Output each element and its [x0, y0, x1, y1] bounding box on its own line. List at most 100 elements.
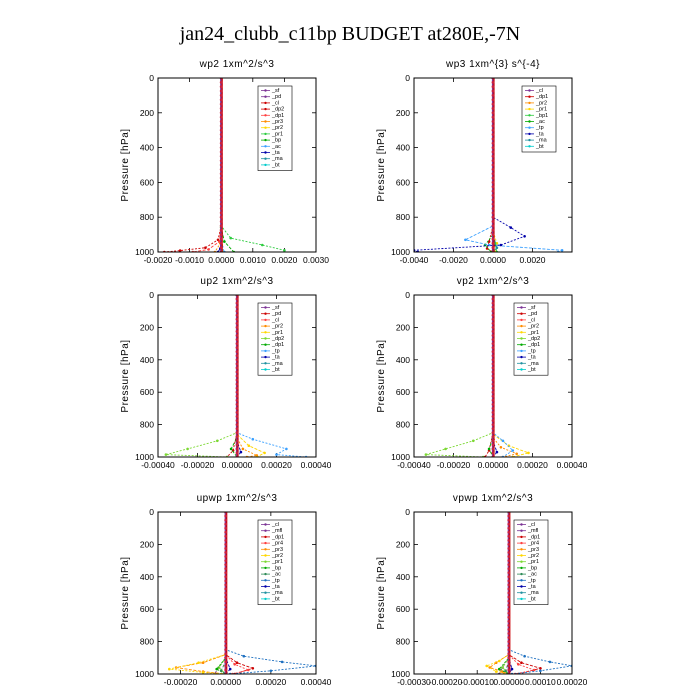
profile-marker [235, 354, 239, 358]
legend-marker [520, 585, 523, 588]
legend-label: _bt [527, 367, 536, 373]
profile-marker [491, 124, 495, 128]
legend-marker [264, 163, 267, 167]
series-line_tp [492, 295, 514, 457]
panel-title: up2 1xm^2/s^3 [200, 276, 273, 287]
profile-marker [224, 555, 228, 558]
profile-marker [219, 233, 223, 237]
profile-marker [491, 176, 495, 180]
data-point [216, 439, 219, 443]
profile-marker [491, 128, 495, 132]
legend-label: _tp [527, 578, 536, 584]
profile-marker [491, 378, 495, 382]
data-point [498, 659, 501, 663]
profile-marker [219, 237, 223, 241]
legend-marker [264, 548, 267, 551]
legend-marker [520, 579, 523, 582]
profile-marker [235, 435, 239, 439]
y-tick-label: 600 [396, 387, 410, 397]
y-tick-label: 200 [396, 322, 410, 332]
legend-marker [264, 120, 267, 123]
y-axis-label: Pressure [hPa] [120, 128, 131, 201]
profile-marker [224, 567, 228, 571]
profile-marker [491, 354, 495, 358]
profile-marker [491, 241, 495, 245]
profile-marker [224, 534, 228, 538]
data-point [228, 667, 232, 671]
data-point [511, 449, 515, 452]
data-point [263, 451, 266, 455]
profile-marker [235, 370, 239, 374]
data-point [239, 450, 243, 454]
y-tick-label: 800 [140, 212, 154, 222]
profile-marker [507, 526, 511, 530]
profile-marker [224, 526, 228, 530]
plot-frame [413, 511, 573, 675]
profile-marker [507, 579, 511, 583]
data-point [201, 671, 205, 674]
plot-frame [157, 77, 317, 253]
legend-label: _ma [535, 138, 548, 144]
legend-marker [264, 306, 267, 309]
data-point [280, 660, 284, 664]
legend-label: _pd [527, 311, 537, 317]
legend-marker [520, 566, 523, 570]
x-tick-label: -0.00020 [429, 677, 463, 687]
profile-marker [491, 115, 495, 119]
series-group [164, 295, 308, 457]
legend-marker [520, 541, 523, 545]
legend-marker [520, 560, 523, 563]
profile-marker [491, 423, 495, 426]
legend-marker [528, 95, 531, 98]
profile-marker [491, 111, 495, 115]
y-tick-label: 600 [140, 387, 154, 397]
profile-marker [224, 571, 228, 575]
legend-marker [528, 120, 531, 123]
profile-marker [235, 374, 239, 378]
profile-marker [235, 386, 239, 390]
profile-marker [235, 431, 239, 435]
x-tick-label: 0.0020 [520, 255, 546, 265]
series-line_pr2 [485, 512, 510, 674]
profile-marker [491, 394, 495, 398]
profile-marker [507, 530, 511, 534]
profile-marker [507, 628, 511, 631]
profile-marker [491, 309, 495, 313]
legend-label: _pr1 [271, 559, 283, 565]
legend-marker [520, 529, 523, 532]
data-point [223, 240, 226, 243]
profile-marker [507, 656, 511, 660]
legend-label: _ma [527, 590, 540, 596]
plot-frame [413, 294, 573, 458]
profile-marker [491, 358, 495, 362]
profile-marker [224, 632, 228, 635]
panel-title: wp2 1xm^2/s^3 [199, 59, 275, 70]
profile-marker [491, 228, 495, 232]
legend-label: _bt [535, 144, 544, 150]
y-tick-label: 800 [396, 637, 410, 647]
profile-marker [219, 185, 223, 189]
profile-marker [219, 80, 223, 84]
series-group [168, 512, 316, 674]
legend-label: _tp [271, 578, 280, 584]
series-line_tp [236, 295, 307, 457]
profile-marker [491, 370, 495, 374]
data-point [216, 238, 220, 242]
legend-label: _cl [271, 100, 279, 106]
profile-marker [235, 382, 239, 386]
profile-marker [507, 648, 511, 652]
data-point [523, 235, 526, 238]
profile-marker [491, 411, 495, 414]
y-axis-label: Pressure [hPa] [376, 128, 387, 201]
data-point [204, 246, 207, 249]
data-point [197, 661, 200, 664]
profile-marker [491, 415, 495, 418]
legend-label: _pr2 [271, 324, 283, 330]
legend-label: _ta [527, 584, 537, 590]
x-tick-label: 0.00020 [261, 460, 292, 470]
legend-label: _pr3 [271, 547, 283, 553]
data-point [548, 660, 552, 664]
profile-marker [235, 301, 239, 305]
series-line_cl [498, 512, 510, 674]
